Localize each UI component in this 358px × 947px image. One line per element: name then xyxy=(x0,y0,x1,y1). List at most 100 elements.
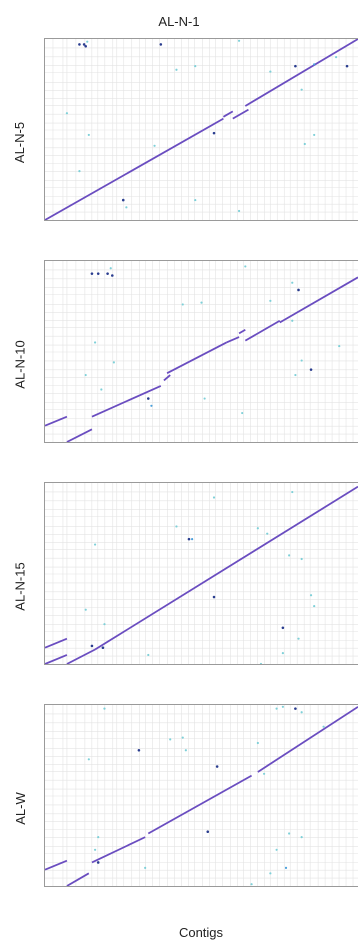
alignment-point xyxy=(291,319,294,322)
alignment-point xyxy=(121,198,125,202)
alignment-point xyxy=(288,554,291,557)
alignment-point xyxy=(275,707,278,710)
x-axis-label: Contigs xyxy=(178,925,224,940)
alignment-point xyxy=(184,749,187,752)
alignment-segment xyxy=(166,341,227,375)
panel-1-y-label: AL-N-5 xyxy=(12,121,28,163)
alignment-point xyxy=(206,830,210,833)
alignment-point xyxy=(125,206,128,209)
top-axis-label: AL-N-1 xyxy=(158,14,200,29)
alignment-point xyxy=(294,707,297,710)
alignment-point xyxy=(101,646,105,649)
alignment-segment xyxy=(244,39,358,107)
alignment-segment xyxy=(226,336,240,344)
alignment-point xyxy=(82,43,86,46)
alignment-point xyxy=(300,836,303,839)
alignment-point xyxy=(150,404,153,407)
alignment-point xyxy=(96,861,100,864)
alignment-point xyxy=(175,525,178,528)
alignment-point xyxy=(212,496,216,499)
alignment-point xyxy=(106,272,109,275)
grid xyxy=(45,261,358,442)
alignment-point xyxy=(86,40,89,43)
alignment-point xyxy=(78,170,81,173)
alignment-point xyxy=(291,281,294,284)
alignment-point xyxy=(309,368,313,371)
alignment-segment xyxy=(257,706,358,773)
alignment-point xyxy=(313,604,316,608)
alignment-point xyxy=(241,411,244,415)
alignment-segment xyxy=(66,648,96,664)
alignment-point xyxy=(110,274,114,277)
alignment-point xyxy=(169,738,172,741)
grid xyxy=(45,705,358,886)
alignment-point xyxy=(90,644,94,648)
alignment-segment xyxy=(45,117,224,220)
alignment-point xyxy=(93,341,97,344)
alignment-point xyxy=(137,748,141,752)
alignment-segment xyxy=(222,110,234,118)
alignment-point xyxy=(256,741,259,745)
alignment-point xyxy=(159,43,163,46)
alignment-point xyxy=(237,39,241,42)
alignment-point xyxy=(269,299,272,302)
alignment-point xyxy=(281,652,284,655)
dotplot-panel-3 xyxy=(44,482,358,665)
alignment-segment xyxy=(232,108,249,120)
alignment-segment xyxy=(94,485,358,651)
dotplot-panel-1 xyxy=(44,38,358,221)
alignment-point xyxy=(322,725,325,728)
alignment-segment xyxy=(45,415,68,427)
alignment-point xyxy=(97,836,100,839)
alignment-point xyxy=(313,133,316,137)
alignment-point xyxy=(338,344,341,348)
grid xyxy=(45,39,358,220)
alignment-point xyxy=(309,594,313,597)
alignment-point xyxy=(281,626,285,630)
alignment-point xyxy=(100,388,103,391)
alignment-segment xyxy=(279,276,358,324)
panel-4-y-label: AL-W xyxy=(12,791,28,825)
alignment-point xyxy=(146,397,150,400)
alignment-point xyxy=(212,131,216,135)
alignment-segment xyxy=(238,329,246,335)
alignment-point xyxy=(87,758,90,761)
alignment-point xyxy=(78,43,81,46)
alignment-point xyxy=(175,68,178,71)
dotplot-svg-1 xyxy=(45,39,358,220)
alignment-point xyxy=(291,490,294,494)
alignment-segment xyxy=(45,654,68,664)
alignment-point xyxy=(153,144,156,147)
alignment-point xyxy=(90,272,94,275)
grid xyxy=(45,483,358,664)
alignment-point xyxy=(144,866,147,869)
alignment-point xyxy=(93,543,97,546)
alignment-point xyxy=(84,44,87,48)
alignment-point xyxy=(313,63,316,66)
alignment-point xyxy=(84,608,87,611)
panel-3-y-label: AL-N-15 xyxy=(12,561,28,611)
alignment-point xyxy=(297,288,300,292)
alignment-point xyxy=(259,662,263,664)
alignment-point xyxy=(194,65,197,68)
alignment-point xyxy=(250,883,253,886)
alignment-point xyxy=(84,373,87,377)
alignment-point xyxy=(281,705,284,708)
alignment-point xyxy=(187,537,191,541)
alignment-segment xyxy=(45,859,68,871)
alignment-point xyxy=(294,373,297,377)
alignment-point xyxy=(288,832,291,835)
alignment-point xyxy=(269,70,272,73)
alignment-point xyxy=(300,88,303,91)
alignment-point xyxy=(284,866,288,869)
alignment-segment xyxy=(91,385,162,418)
alignment-point xyxy=(147,653,150,657)
alignment-segment xyxy=(91,836,146,864)
alignment-segment xyxy=(66,428,93,442)
alignment-point xyxy=(297,637,300,640)
alignment-point xyxy=(244,265,247,268)
alignment-point xyxy=(345,64,349,68)
alignment-point xyxy=(112,361,115,364)
alignment-point xyxy=(237,209,241,213)
alignment-point xyxy=(103,623,106,626)
